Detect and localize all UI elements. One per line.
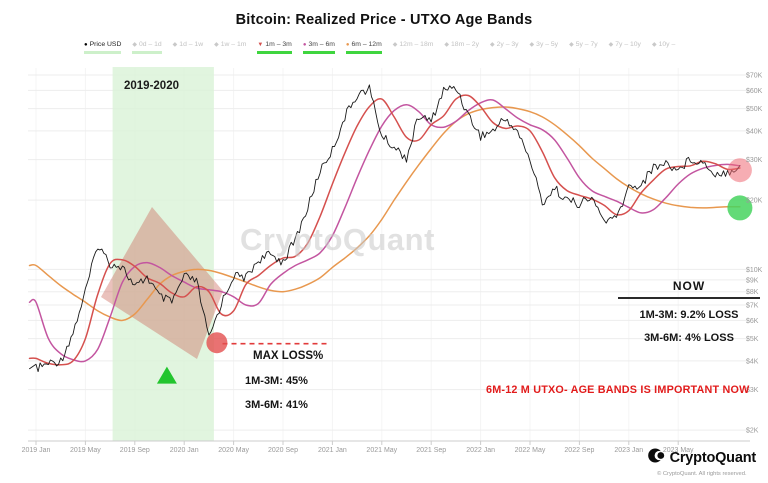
cryptoquant-logo-icon (647, 447, 665, 469)
legend-item-6m-12m[interactable]: ● 6m – 12m (345, 41, 382, 54)
legend-item-label: 1m – 3m (265, 41, 292, 48)
svg-text:2022 May: 2022 May (515, 447, 546, 454)
legend-marker-icon-3y-5y: ◆ (529, 41, 535, 48)
legend-item-label: 2y – 3y (496, 41, 519, 48)
legend-item-label: 5y – 7y (575, 41, 598, 48)
svg-text:$50K: $50K (746, 106, 763, 113)
legend-item-label: 10y – (658, 41, 676, 48)
legend-item-label: 1d – 1w (179, 41, 204, 48)
now-3m6m: 3M-6M: 4% LOSS (644, 332, 734, 344)
legend-item-label: 18m – 2y (451, 41, 479, 48)
svg-text:$30K: $30K (746, 157, 763, 164)
legend-item-1m-3m[interactable]: ▼ 1m – 3m (257, 41, 292, 54)
legend-marker-icon-2y-3y: ◆ (490, 41, 495, 48)
svg-text:$8K: $8K (746, 289, 759, 296)
svg-text:2020 Jan: 2020 Jan (170, 447, 199, 454)
legend-item-label: 3m – 6m (308, 41, 335, 48)
svg-text:2022 Sep: 2022 Sep (564, 447, 594, 454)
max-loss-1m3m: 1M-3M: 45% (245, 375, 308, 387)
legend-item-label: Price USD (89, 41, 122, 48)
now-underline (618, 297, 760, 299)
now-1m3m: 1M-3M: 9.2% LOSS (639, 309, 739, 321)
legend-item-label: 3y – 5y (536, 41, 559, 48)
legend-marker-icon-10y: ◆ (651, 41, 657, 48)
svg-text:2020 Sep: 2020 Sep (268, 447, 298, 454)
legend-item-1d-1w[interactable]: ◆ 1d – 1w (173, 41, 203, 51)
legend-marker-icon-6m-12m: ● (345, 41, 350, 48)
svg-text:$10K: $10K (746, 267, 763, 274)
svg-text:$70K: $70K (746, 73, 763, 80)
legend-item-3y-5y[interactable]: ◆ 3y – 5y (530, 41, 559, 51)
svg-text:2023 Jan: 2023 Jan (614, 447, 643, 454)
svg-text:2021 Sep: 2021 Sep (416, 447, 446, 454)
svg-text:$3K: $3K (746, 387, 759, 394)
legend-item-5y-7y[interactable]: ◆ 5y – 7y (569, 41, 598, 51)
legend-marker-icon-3m-6m: ● (302, 41, 307, 48)
legend-item-3m-6m[interactable]: ● 3m – 6m (302, 41, 335, 54)
svg-text:$60K: $60K (746, 88, 763, 95)
legend-marker-icon-1w-1m: ◆ (214, 41, 219, 48)
legend-item-7y-10y[interactable]: ◆ 7y – 10y (609, 41, 641, 51)
watermark: CryptoQuant (240, 222, 435, 257)
now-annotation: NOW 1M-3M: 9.2% LOSS 3M-6M: 4% LOSS (616, 279, 762, 355)
legend-item-label: 0d – 1d (138, 41, 162, 48)
svg-text:$40K: $40K (746, 128, 763, 135)
svg-text:2023 May: 2023 May (663, 447, 694, 454)
legend-item-10y[interactable]: ◆ 10y – (652, 41, 675, 51)
page-title: Bitcoin: Realized Price - UTXO Age Bands (235, 12, 533, 28)
now-title: NOW (672, 279, 706, 293)
svg-text:2021 Jan: 2021 Jan (318, 447, 347, 454)
legend-item-label: 1w – 1m (220, 41, 247, 48)
legend-marker-icon-0d-1d: ◆ (132, 41, 137, 48)
legend-item-label: 7y – 10y (615, 41, 641, 48)
svg-text:$20K: $20K (746, 198, 763, 205)
legend-marker-icon-price-usd: ● (84, 41, 88, 48)
svg-text:2019 Sep: 2019 Sep (120, 447, 150, 454)
svg-text:2020 May: 2020 May (218, 447, 249, 454)
legend-item-1w-1m[interactable]: ◆ 1w – 1m (214, 41, 246, 51)
highlight-band-label: 2019-2020 (124, 80, 179, 92)
footer-copyright: © CryptoQuant. All rights reserved. (656, 471, 747, 477)
legend-marker-icon-1m-3m: ▼ (257, 41, 264, 48)
legend-item-0d-1d[interactable]: ◆ 0d – 1d (132, 41, 162, 54)
svg-text:2019 May: 2019 May (70, 447, 101, 454)
svg-text:$6K: $6K (746, 318, 759, 325)
legend-marker-icon-5y-7y: ◆ (569, 41, 574, 48)
legend-item-18m-2y[interactable]: ◆ 18m – 2y (444, 41, 479, 51)
legend-marker-icon-7y-10y: ◆ (608, 41, 614, 48)
legend-marker-icon-12m-18m: ◆ (392, 41, 398, 48)
footer-brand: CryptoQuant © CryptoQuant. All rights re… (647, 447, 757, 477)
legend-item-price-usd[interactable]: ● Price USD (84, 41, 122, 54)
legend-item-2y-3y[interactable]: ◆ 2y – 3y (490, 41, 519, 51)
max-loss-3m6m: 3M-6M: 41% (245, 399, 308, 411)
legend-item-label: 12m – 18m (399, 41, 434, 48)
legend: ● Price USD ◆ 0d – 1d ◆ 1d – 1w ◆ 1w – 1m ▼ 1m – … (84, 41, 720, 54)
footer-brand-name: CryptoQuant (669, 450, 757, 466)
legend-marker-icon-18m-2y: ◆ (444, 41, 450, 48)
alert-note: 6M-12 M UTXO- AGE BANDS IS IMPORTANT NOW (486, 384, 750, 396)
legend-marker-icon-1d-1w: ◆ (172, 41, 178, 48)
max-loss-annotation: MAX LOSS% 1M-3M: 45% 3M-6M: 41% (245, 350, 323, 423)
svg-text:$4K: $4K (746, 358, 759, 365)
svg-text:2019 Jan: 2019 Jan (22, 447, 51, 454)
svg-text:$7K: $7K (746, 303, 759, 310)
legend-item-12m-18m[interactable]: ◆ 12m – 18m (393, 41, 434, 51)
svg-text:$2K: $2K (746, 428, 759, 435)
legend-item-label: 6m – 12m (351, 41, 382, 48)
svg-text:$5K: $5K (746, 336, 759, 343)
svg-text:2021 May: 2021 May (366, 447, 397, 454)
svg-text:$9K: $9K (746, 277, 759, 284)
svg-text:2022 Jan: 2022 Jan (466, 447, 495, 454)
max-loss-title: MAX LOSS% (253, 350, 324, 362)
